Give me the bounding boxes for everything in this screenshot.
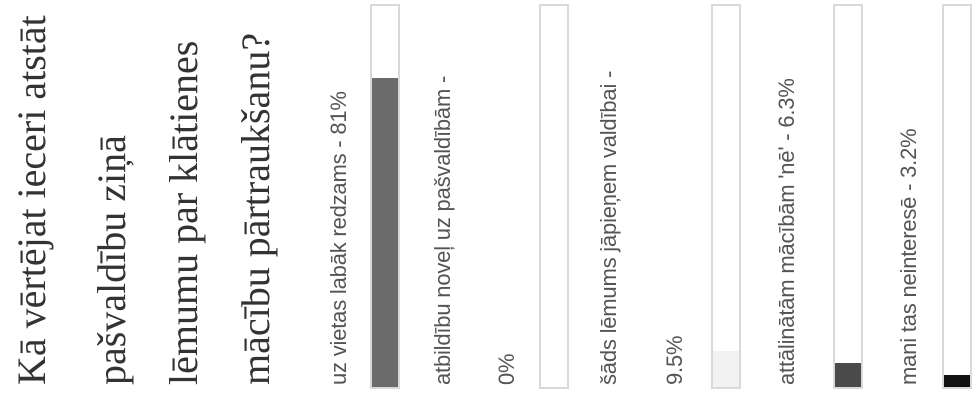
option-label: attālinātām mācībām 'nē' - 6.3%	[776, 78, 798, 385]
option-bar-fill	[835, 363, 861, 387]
option-label: mani tas neinteresē - 3.2%	[898, 129, 920, 386]
option-bar	[833, 4, 863, 389]
option-bar	[942, 4, 972, 389]
option-label: uz vietas labāk redzams - 81%	[328, 91, 350, 385]
option-label: 9.5%	[664, 336, 686, 385]
question-line: lēmumu par klātienes	[164, 41, 204, 385]
option-label: atbildību noveļ uz pašvaldībām -	[432, 76, 454, 385]
option-label: 0%	[496, 354, 518, 385]
option-bar-fill	[713, 351, 739, 387]
option-label: šāds lēmums jāpieņem valdībai -	[598, 71, 620, 385]
question-line: mācību pārtraukšanu?	[236, 33, 276, 385]
option-bar	[711, 4, 741, 389]
option-bar-fill	[372, 78, 398, 387]
question-line: pašvaldību ziņā	[92, 135, 132, 385]
option-bar	[539, 4, 569, 389]
option-bar-fill	[944, 375, 970, 387]
option-bar	[370, 4, 400, 389]
question-line: Kā vērtējat ieceri atstāt	[12, 15, 52, 385]
